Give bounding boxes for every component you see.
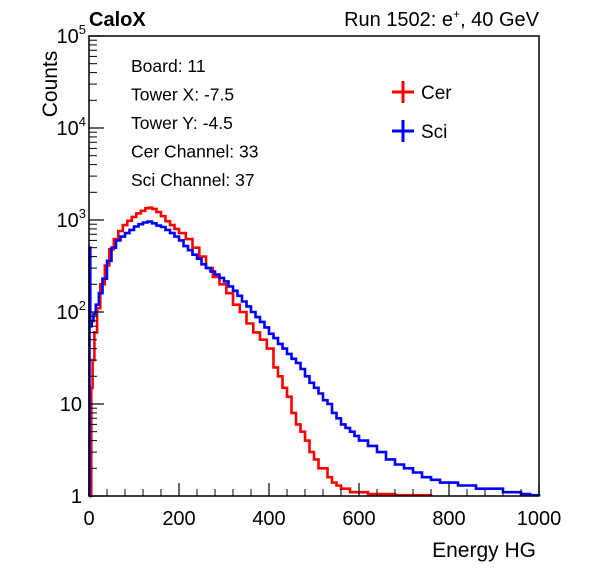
plot-frame bbox=[88, 35, 540, 497]
legend: Cer Sci bbox=[392, 81, 452, 143]
legend-label-sci: Sci bbox=[421, 122, 447, 143]
y-tick-label: 104 bbox=[57, 114, 86, 140]
y-tick-label: 10 bbox=[60, 394, 82, 416]
x-tick-label: 200 bbox=[162, 508, 195, 530]
axis-layer: 0 200 400 600 800 1000 1 10 102 103 104 105 bbox=[57, 22, 562, 530]
y-tick-label: 1 bbox=[71, 486, 82, 508]
info-box: Board: 11 Tower X: -7.5 Tower Y: -4.5 Cer C… bbox=[131, 56, 258, 190]
run-info: Run 1502: e+, 40 GeV bbox=[344, 7, 540, 31]
x-tick-label: 600 bbox=[342, 508, 375, 530]
y-axis-label: Counts bbox=[39, 51, 62, 118]
series-sci-line bbox=[88, 220, 541, 498]
y-tick-label: 105 bbox=[57, 22, 86, 48]
info-line: Tower X: -7.5 bbox=[131, 85, 234, 105]
x-tick-label: 0 bbox=[83, 508, 94, 530]
brand-label: CaloX bbox=[89, 9, 146, 31]
series-layer bbox=[88, 206, 541, 498]
y-tick-label: 103 bbox=[57, 206, 86, 232]
x-axis-label: Energy HG bbox=[432, 539, 536, 562]
series-cer-line bbox=[89, 206, 433, 498]
x-tick-label: 800 bbox=[432, 508, 465, 530]
x-tick-label: 400 bbox=[252, 508, 285, 530]
info-line: Board: 11 bbox=[131, 56, 206, 76]
legend-label-cer: Cer bbox=[421, 83, 452, 104]
info-line: Tower Y: -4.5 bbox=[131, 113, 233, 133]
info-line: Sci Channel: 37 bbox=[131, 170, 255, 190]
y-tick-label: 102 bbox=[57, 298, 86, 324]
info-line: Cer Channel: 33 bbox=[131, 142, 258, 162]
x-tick-label: 1000 bbox=[517, 508, 562, 530]
